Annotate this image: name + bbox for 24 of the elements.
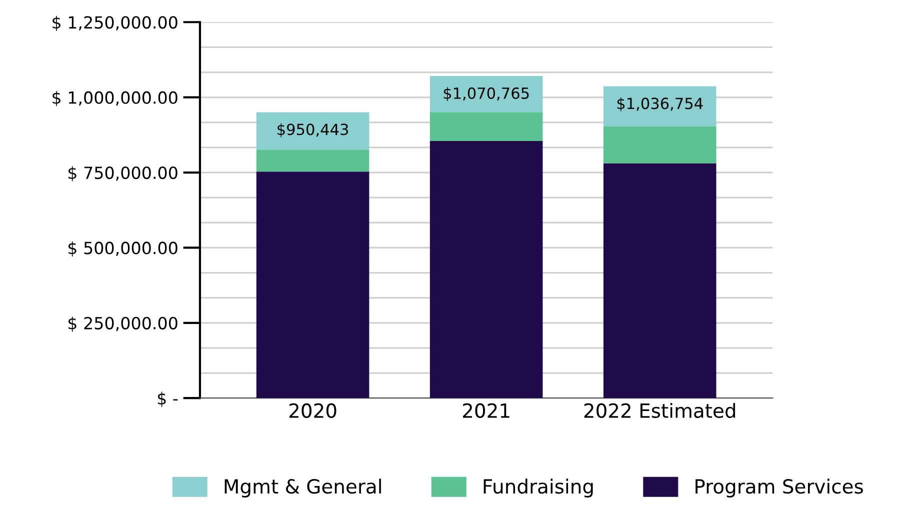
y-tick-label: $ 500,000.00 [68, 241, 178, 256]
bar [430, 76, 543, 112]
x-tick-label: 2022 Estimated [584, 402, 736, 418]
y-tick-label: $ 250,000.00 [68, 316, 178, 332]
bar [256, 172, 370, 398]
legend-label: Fundraising [484, 478, 593, 498]
bar [603, 126, 716, 164]
y-tick-label: $ 1,000,000.00 [52, 91, 178, 106]
total-label: $1,036,754 [617, 97, 703, 112]
bar [430, 112, 543, 141]
legend-label: Program Services [696, 478, 863, 498]
bar [603, 86, 716, 127]
x-tick-label: 2020 [289, 403, 336, 418]
legend-label: Mgmt & General [224, 478, 381, 498]
bar [256, 150, 370, 172]
bar [256, 112, 370, 150]
y-tick-label: $ 750,000.00 [68, 166, 178, 182]
bar [603, 163, 716, 398]
bar [430, 140, 543, 398]
y-tick-label: $ 1,250,000.00 [52, 16, 178, 31]
total-label: $1,070,765 [444, 87, 529, 102]
y-tick-label: $ - [158, 392, 178, 407]
total-label: $950,443 [278, 123, 348, 138]
x-tick-label: 2021 [462, 403, 510, 418]
